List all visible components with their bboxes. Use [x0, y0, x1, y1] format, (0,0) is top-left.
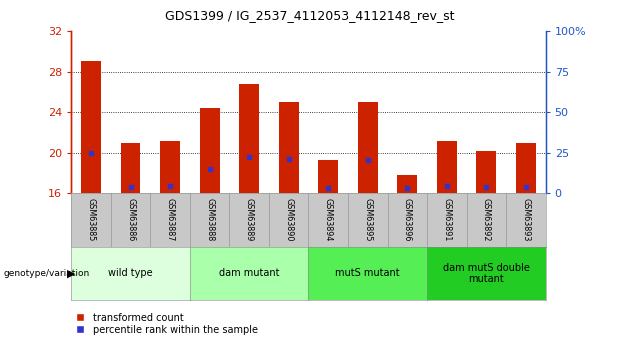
- Text: genotype/variation: genotype/variation: [3, 269, 89, 278]
- Bar: [358, 102, 378, 193]
- Text: GSM63892: GSM63892: [482, 198, 491, 242]
- Text: dam mutS double
mutant: dam mutS double mutant: [443, 263, 529, 284]
- Bar: [516, 142, 536, 193]
- Text: GSM63889: GSM63889: [245, 198, 254, 241]
- Text: GSM63896: GSM63896: [403, 198, 412, 241]
- Text: GSM63887: GSM63887: [166, 198, 175, 241]
- Bar: [121, 142, 141, 193]
- Text: dam mutant: dam mutant: [219, 268, 280, 278]
- Bar: [437, 140, 457, 193]
- Text: wild type: wild type: [108, 268, 153, 278]
- Text: GSM63893: GSM63893: [521, 198, 530, 241]
- Bar: [318, 160, 338, 193]
- Text: GSM63895: GSM63895: [363, 198, 372, 242]
- Text: GSM63885: GSM63885: [87, 198, 95, 241]
- Bar: [279, 102, 299, 193]
- Bar: [239, 84, 259, 193]
- Bar: [476, 151, 496, 193]
- Text: GSM63894: GSM63894: [324, 198, 333, 241]
- Bar: [160, 140, 180, 193]
- Legend: transformed count, percentile rank within the sample: transformed count, percentile rank withi…: [67, 309, 262, 338]
- Text: GSM63891: GSM63891: [442, 198, 451, 241]
- Text: mutS mutant: mutS mutant: [335, 268, 400, 278]
- Text: GSM63888: GSM63888: [205, 198, 214, 241]
- Text: GSM63886: GSM63886: [126, 198, 135, 241]
- Bar: [200, 108, 219, 193]
- Text: ▶: ▶: [67, 268, 76, 278]
- Text: GSM63890: GSM63890: [284, 198, 293, 241]
- Text: GDS1399 / IG_2537_4112053_4112148_rev_st: GDS1399 / IG_2537_4112053_4112148_rev_st: [166, 9, 454, 22]
- Bar: [81, 61, 101, 193]
- Bar: [397, 175, 417, 193]
